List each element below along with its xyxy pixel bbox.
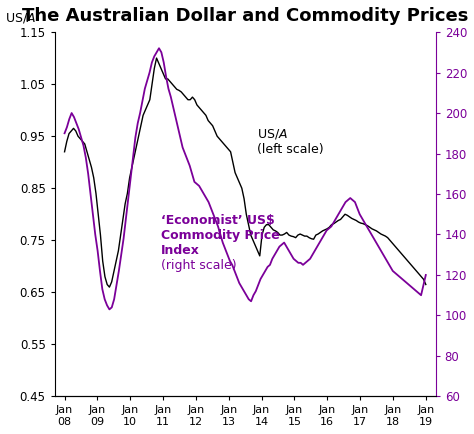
Title: The Australian Dollar and Commodity Prices: The Australian Dollar and Commodity Pric…: [22, 7, 468, 25]
Text: (right scale): (right scale): [161, 214, 237, 272]
Text: US$/A$
(left scale): US$/A$ (left scale): [256, 127, 323, 156]
Text: US$/A$: US$/A$: [5, 11, 36, 25]
Text: ‘Economist’ US$
Commodity Price
Index: ‘Economist’ US$ Commodity Price Index: [161, 214, 280, 257]
